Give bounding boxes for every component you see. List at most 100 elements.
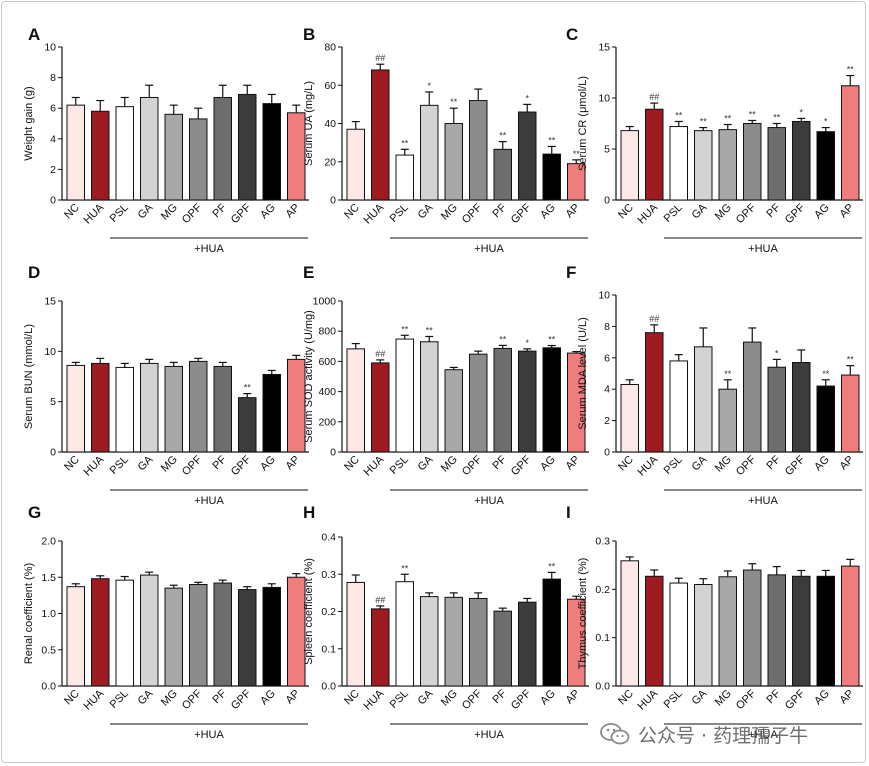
y-tick-label: 40 (324, 118, 336, 130)
y-tick-label: 0.2 (595, 584, 610, 596)
x-tick-label-MG: MG (713, 688, 734, 709)
panel-H: H 0.0 0.1 0.2 0.3 0.4 Spleen coefficient (%) NC… (303, 503, 589, 741)
x-tick-label-PSL: PSL (662, 688, 685, 711)
bar-OPF (469, 353, 488, 453)
y-tick-label: 5 (604, 144, 610, 156)
x-tick-label-GPF: GPF (783, 201, 808, 226)
bar-HUA (645, 332, 664, 453)
bar-PF (767, 366, 786, 453)
x-tick-label-OPF: OPF (180, 687, 205, 712)
significance-mark: ** (548, 135, 556, 145)
bar-NC (66, 364, 85, 453)
panel-label-E: E (303, 263, 314, 282)
significance-mark: ## (649, 314, 659, 324)
x-tick-label-OPF: OPF (180, 201, 205, 226)
x-tick-label-MG: MG (159, 202, 180, 223)
x-tick-label-GA: GA (690, 687, 710, 707)
bar-MG (718, 388, 737, 453)
x-tick-label-NC: NC (616, 202, 636, 222)
x-tick-label-NC: NC (62, 454, 82, 474)
bar-PSL (395, 581, 414, 687)
y-tick-label: 10 (44, 346, 56, 358)
y-tick-label: 2.0 (41, 536, 56, 548)
bar-OPF (189, 360, 208, 453)
panel-E: E 0 200 400 600 800 1000 Serum SOD activity (U/… (303, 263, 589, 507)
bar-OPF (189, 118, 208, 201)
bar-GPF (238, 93, 257, 201)
bar-AG (542, 153, 561, 201)
bar-OPF (189, 584, 208, 687)
bar-NC (346, 348, 365, 453)
significance-mark: * (824, 117, 828, 127)
x-tick-label-HUA: HUA (81, 687, 106, 712)
bar-PF (767, 127, 786, 201)
y-axis-title: Serum CR (μmol/L) (577, 76, 589, 171)
y-axis-title: Serum UA (mg/L) (303, 81, 315, 166)
significance-mark: * (525, 93, 529, 103)
y-tick-label: 6 (50, 103, 56, 115)
y-tick-label: 0.3 (321, 569, 336, 581)
y-tick-label: 10 (44, 42, 56, 54)
x-tick-label-OPF: OPF (180, 453, 205, 478)
significance-mark: ** (724, 369, 732, 379)
x-tick-label-AG: AG (812, 454, 832, 474)
significance-mark: ** (450, 97, 458, 107)
x-tick-label-AP: AP (564, 688, 583, 707)
x-tick-label-PF: PF (764, 453, 783, 472)
x-tick-label-PF: PF (764, 687, 783, 706)
x-tick-label-PSL: PSL (108, 454, 131, 477)
bar-MG (444, 596, 463, 687)
bar-PF (493, 347, 512, 453)
x-tick-label-GPF: GPF (509, 687, 534, 712)
bar-PF (213, 582, 232, 687)
bar-AG (262, 586, 281, 687)
bar-GA (420, 341, 439, 453)
x-tick-label-AG: AG (258, 454, 278, 474)
bar-PSL (669, 126, 688, 201)
bar-GA (420, 596, 439, 687)
significance-mark: * (799, 107, 803, 117)
y-tick-label: 20 (324, 156, 336, 168)
x-tick-label-PSL: PSL (662, 202, 685, 225)
x-tick-label-AP: AP (284, 688, 303, 707)
x-tick-label-GA: GA (416, 201, 436, 221)
x-tick-label-HUA: HUA (635, 201, 660, 226)
x-tick-label-PSL: PSL (388, 202, 411, 225)
x-tick-label-PSL: PSL (388, 454, 411, 477)
bar-MG (444, 123, 463, 201)
significance-mark: ** (401, 138, 409, 148)
y-tick-label: 0.3 (595, 536, 610, 548)
bar-PF (213, 365, 232, 453)
x-tick-label-MG: MG (439, 454, 460, 475)
bar-NC (620, 560, 639, 687)
panel-label-D: D (28, 263, 40, 282)
bar-HUA (91, 578, 110, 687)
x-tick-label-HUA: HUA (635, 453, 660, 478)
significance-mark: ** (749, 109, 757, 119)
y-tick-label: 1.0 (41, 608, 56, 620)
bar-OPF (469, 597, 488, 687)
significance-mark: * (427, 81, 431, 91)
x-tick-label-HUA: HUA (361, 453, 386, 478)
y-tick-label: 0.5 (41, 644, 56, 656)
bar-AG (816, 575, 835, 687)
y-tick-label: 0.2 (321, 606, 336, 618)
x-tick-label-PF: PF (210, 687, 229, 706)
bar-GPF (792, 362, 811, 453)
panel-label-I: I (566, 503, 571, 522)
y-tick-label: 0 (604, 447, 610, 459)
x-tick-label-GA: GA (136, 687, 156, 707)
bar-PSL (669, 360, 688, 453)
y-axis-title: Serum MDA level (U/L) (577, 317, 589, 429)
significance-mark: ** (724, 114, 732, 124)
bar-HUA (371, 608, 390, 687)
bar-MG (164, 365, 183, 453)
y-tick-label: 0 (330, 447, 336, 459)
significance-mark: ** (401, 563, 409, 573)
y-tick-label: 15 (44, 296, 56, 308)
bar-GA (694, 130, 713, 201)
x-tick-label-NC: NC (342, 202, 362, 222)
x-tick-label-PSL: PSL (662, 454, 685, 477)
